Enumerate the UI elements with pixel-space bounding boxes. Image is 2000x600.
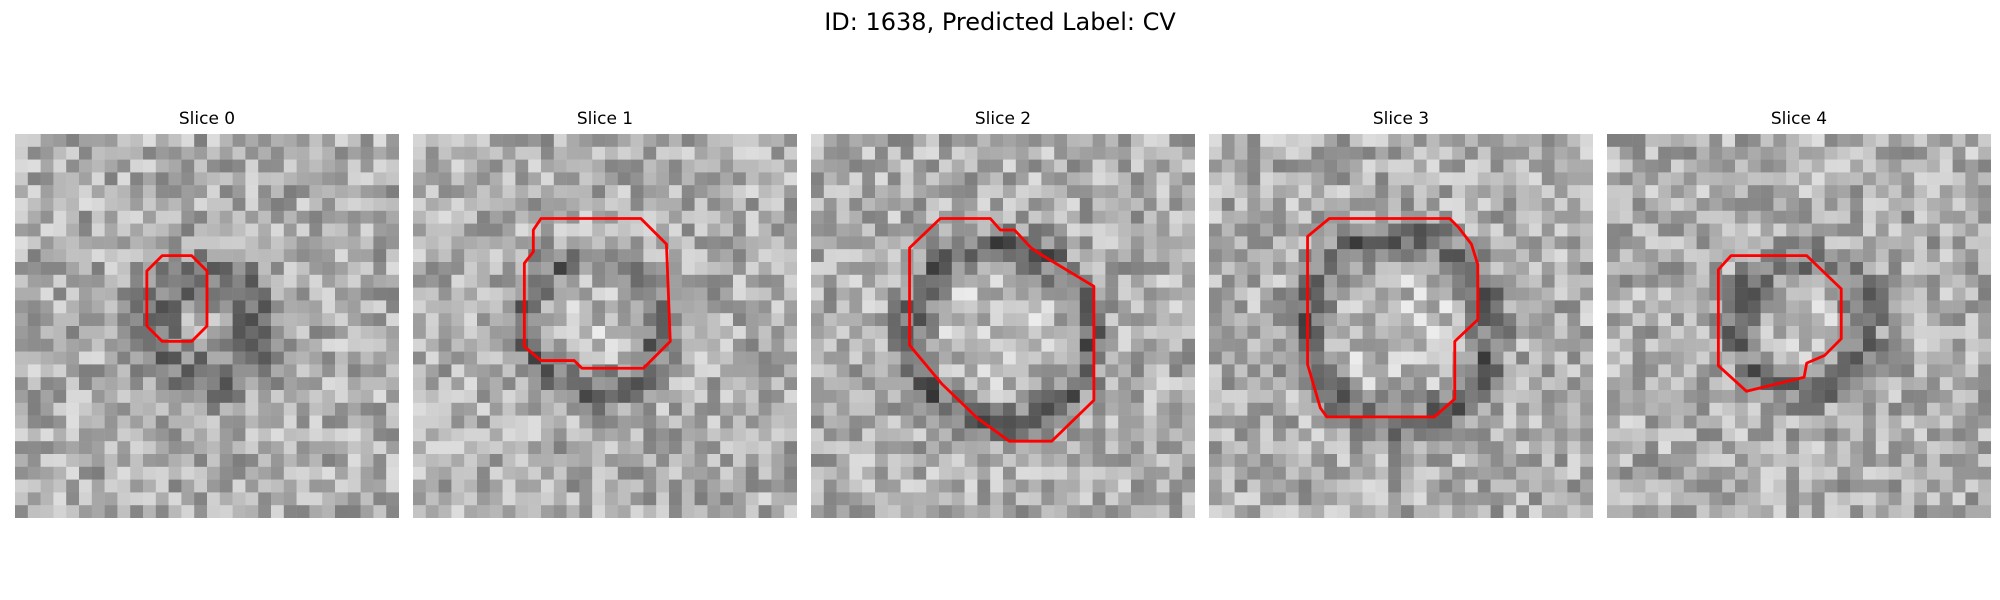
slice-title-4: Slice 4 [1770,109,1828,129]
slice-image-4 [1607,134,1991,518]
slice-title-2: Slice 2 [974,109,1032,129]
segmentation-contour-2 [908,217,1096,443]
slice-panel-3: Slice 3 [1209,108,1593,520]
segmentation-contour-1 [522,217,672,370]
slice-panel-4: Slice 4 [1607,108,1991,520]
slice-image-3 [1209,134,1593,518]
slice-panel-2: Slice 2 [811,108,1195,520]
slice-title-3: Slice 3 [1372,109,1430,129]
slice-title-1: Slice 1 [576,109,634,129]
slice-image-0 [15,134,399,518]
segmentation-contour-4 [1716,254,1843,393]
slice-image-1 [413,134,797,518]
slice-image-2 [811,134,1195,518]
segmentation-contour-3 [1306,217,1480,419]
segmentation-contour-0 [145,254,209,343]
slice-title-0: Slice 0 [178,109,236,129]
figure-title: ID: 1638, Predicted Label: CV [824,8,1176,36]
slice-panel-0: Slice 0 [15,108,399,520]
slice-panel-1: Slice 1 [413,108,797,520]
